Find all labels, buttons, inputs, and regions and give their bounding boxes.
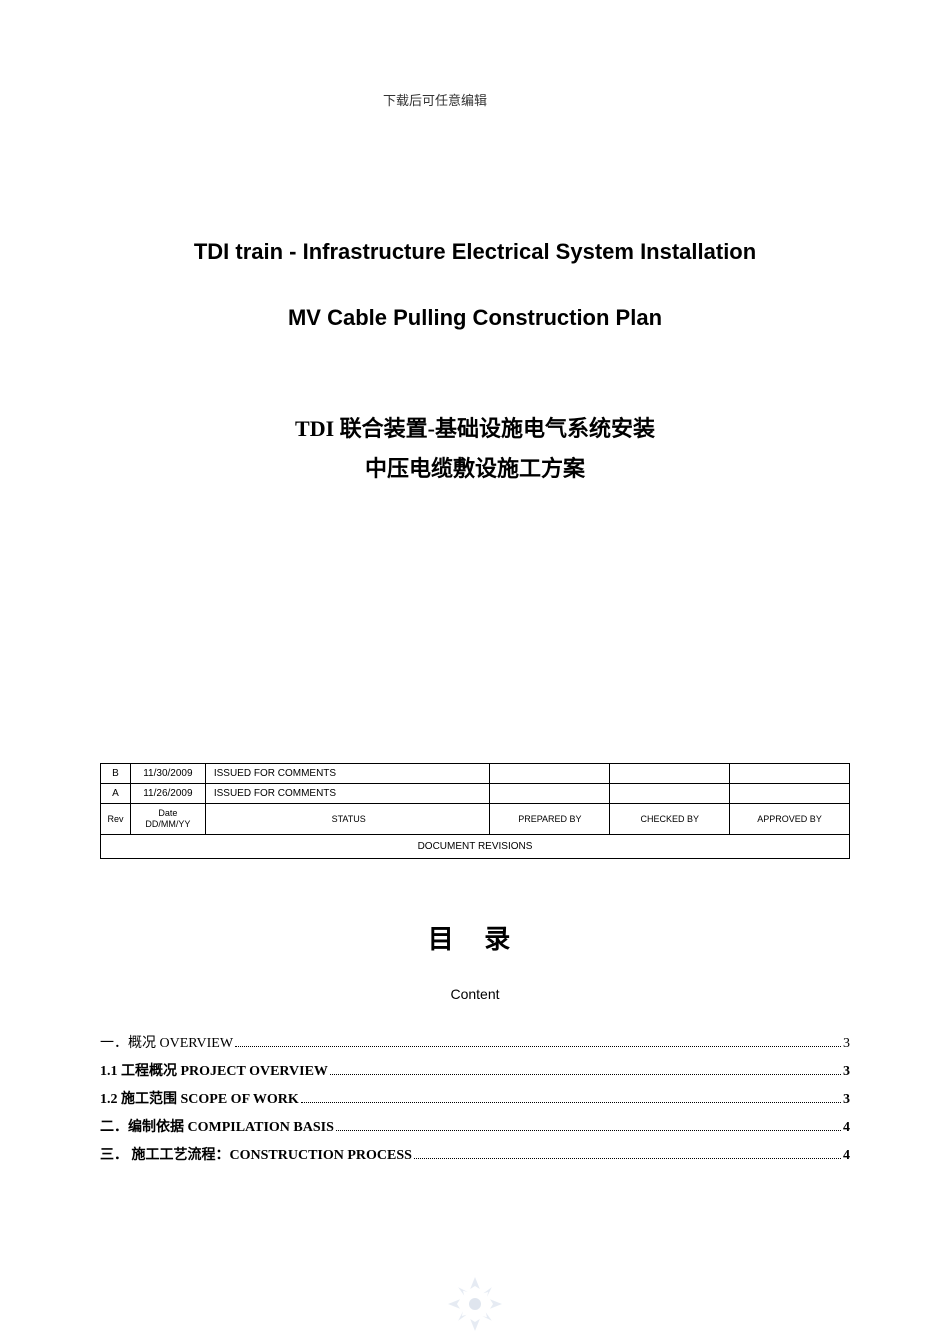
title-english-line1: TDI train - Infrastructure Electrical Sy… (100, 239, 850, 265)
status-header: STATUS (205, 804, 490, 835)
toc-dots (330, 1074, 841, 1075)
toc-list: 一．概况 OVERVIEW 3 1.1 工程概况 PROJECT OVERVIE… (100, 1032, 850, 1164)
checked-cell (610, 784, 730, 804)
date-cell: 11/30/2009 (130, 764, 205, 784)
toc-item: 1.1 工程概况 PROJECT OVERVIEW 3 (100, 1060, 850, 1080)
watermark-icon (445, 1274, 505, 1334)
toc-dots (336, 1130, 841, 1131)
approved-header: APPROVED BY (730, 804, 850, 835)
toc-dots (414, 1158, 841, 1159)
table-row: A 11/26/2009 ISSUED FOR COMMENTS (101, 784, 850, 804)
toc-label: 二．编制依据 COMPILATION BASIS (100, 1116, 334, 1136)
toc-page: 4 (843, 1120, 850, 1136)
checked-header: CHECKED BY (610, 804, 730, 835)
approved-cell (730, 764, 850, 784)
toc-item: 三． 施工工艺流程：CONSTRUCTION PROCESS 4 (100, 1144, 850, 1164)
toc-title-english: Content (100, 986, 850, 1002)
rev-header: Rev (101, 804, 131, 835)
date-header: DateDD/MM/YY (130, 804, 205, 835)
prepared-header: PREPARED BY (490, 804, 610, 835)
toc-label: 三． 施工工艺流程：CONSTRUCTION PROCESS (100, 1144, 412, 1164)
revision-table: B 11/30/2009 ISSUED FOR COMMENTS A 11/26… (100, 763, 850, 859)
table-row: B 11/30/2009 ISSUED FOR COMMENTS (101, 764, 850, 784)
document-page: 下载后可任意编辑 TDI train - Infrastructure Elec… (0, 0, 950, 1232)
checked-cell (610, 764, 730, 784)
rev-cell: B (101, 764, 131, 784)
toc-page: 4 (843, 1148, 850, 1164)
toc-page: 3 (843, 1036, 850, 1052)
toc-page: 3 (843, 1092, 850, 1108)
status-cell: ISSUED FOR COMMENTS (205, 784, 490, 804)
status-cell: ISSUED FOR COMMENTS (205, 764, 490, 784)
toc-dots (301, 1102, 841, 1103)
toc-item: 二．编制依据 COMPILATION BASIS 4 (100, 1116, 850, 1136)
title-english-line2: MV Cable Pulling Construction Plan (100, 305, 850, 331)
prepared-cell (490, 784, 610, 804)
title-chinese-line1: TDI 联合装置-基础设施电气系统安装 (100, 411, 850, 443)
toc-title-chinese: 目 录 (100, 919, 850, 956)
date-cell: 11/26/2009 (130, 784, 205, 804)
table-footer-row: DOCUMENT REVISIONS (101, 834, 850, 858)
toc-item: 一．概况 OVERVIEW 3 (100, 1032, 850, 1052)
header-edit-note: 下载后可任意编辑 (20, 90, 850, 109)
rev-cell: A (101, 784, 131, 804)
toc-label: 一．概况 OVERVIEW (100, 1032, 233, 1052)
toc-label: 1.1 工程概况 PROJECT OVERVIEW (100, 1060, 328, 1080)
toc-dots (235, 1046, 841, 1047)
prepared-cell (490, 764, 610, 784)
title-chinese-line2: 中压电缆敷设施工方案 (100, 451, 850, 483)
toc-item: 1.2 施工范围 SCOPE OF WORK 3 (100, 1088, 850, 1108)
toc-page: 3 (843, 1064, 850, 1080)
table-header-row: Rev DateDD/MM/YY STATUS PREPARED BY CHEC… (101, 804, 850, 835)
document-revisions-label: DOCUMENT REVISIONS (101, 834, 850, 858)
approved-cell (730, 784, 850, 804)
toc-label: 1.2 施工范围 SCOPE OF WORK (100, 1088, 299, 1108)
